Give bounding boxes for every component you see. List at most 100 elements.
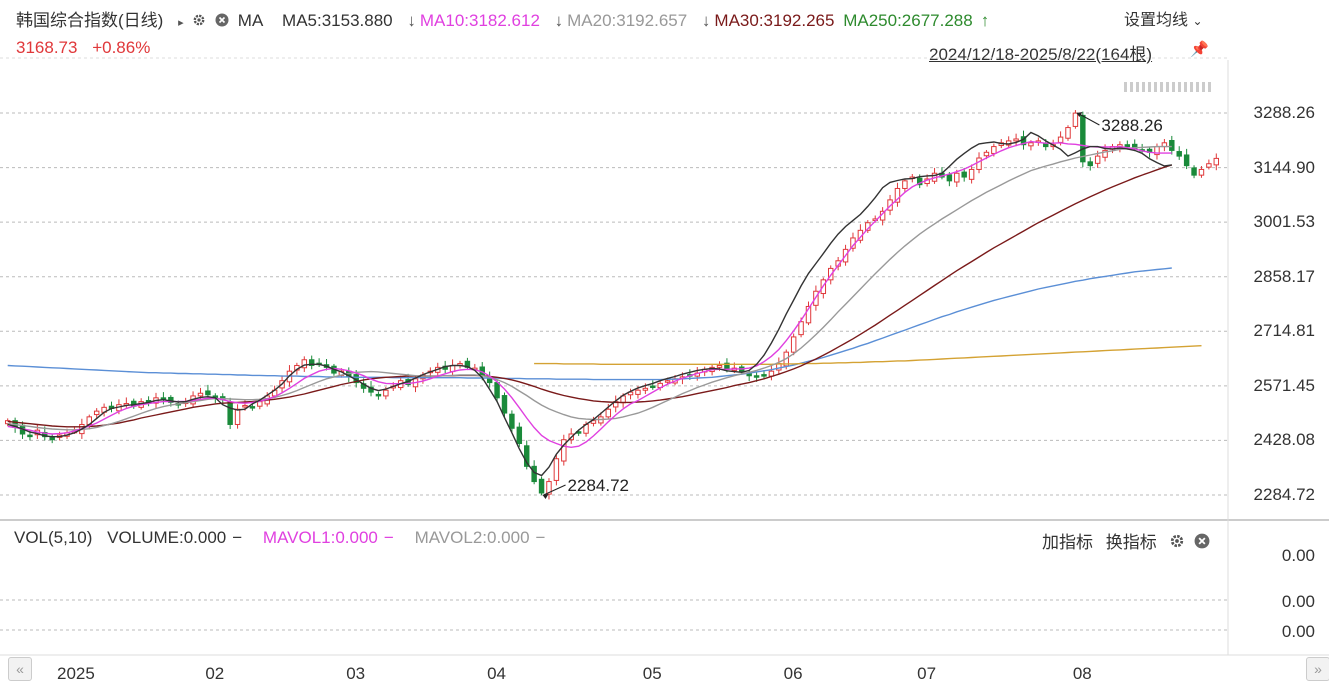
scroll-marker xyxy=(1208,82,1211,92)
annotation-arrow xyxy=(543,484,566,496)
vol-axis-label: 0.00 xyxy=(1281,592,1315,611)
ma20-value: MA20:3192.657 xyxy=(567,11,688,30)
close-icon[interactable] xyxy=(1194,533,1210,549)
candle-body xyxy=(946,174,953,182)
scroll-marker xyxy=(1166,82,1169,92)
candle-body xyxy=(1169,140,1175,151)
candle-body xyxy=(805,305,812,324)
candle-body xyxy=(590,420,597,424)
scroll-marker xyxy=(1172,82,1175,92)
y-tick-label: 3001.53 xyxy=(1253,212,1315,232)
y-tick-label: 2858.17 xyxy=(1253,266,1315,286)
candle-body xyxy=(635,389,641,395)
scroll-marker xyxy=(1124,82,1127,92)
candle-body xyxy=(516,426,523,445)
x-tick-label: 02 xyxy=(205,664,225,683)
x-tick-label: 04 xyxy=(487,664,506,683)
candle-body xyxy=(205,390,211,396)
ma30-value: MA30:3192.265 xyxy=(714,11,835,30)
gear-icon[interactable] xyxy=(1169,533,1185,549)
candle-body xyxy=(790,336,797,353)
last-price: 3168.73 xyxy=(16,38,78,57)
candle-body xyxy=(1057,136,1064,143)
mavol2-value: MAVOL2:0.000 xyxy=(414,528,530,547)
change-percent: +0.86% xyxy=(92,38,151,57)
chevron-down-icon: ⌄ xyxy=(1192,14,1203,28)
candle-body xyxy=(553,458,560,481)
y-tick-label: 2284.72 xyxy=(1253,485,1315,504)
ma20-line xyxy=(7,145,1172,431)
candle-body xyxy=(301,359,308,369)
candle-body xyxy=(983,151,990,157)
candle-body xyxy=(383,389,389,397)
scroll-right-button[interactable]: » xyxy=(1306,657,1329,681)
vol-axis-label: 0.00 xyxy=(1281,622,1315,641)
candle-body xyxy=(1013,138,1019,142)
date-range-link[interactable]: 2024/12/18-2025/8/22(164根) xyxy=(929,45,1153,64)
candle-body xyxy=(494,382,500,399)
candle-body xyxy=(1198,168,1205,176)
ma-blue-line xyxy=(7,267,1172,381)
scroll-marker xyxy=(1196,82,1199,92)
candle-body xyxy=(375,393,382,397)
volume-toolbar: 加指标 换指标 xyxy=(1042,528,1214,553)
candle-body xyxy=(1094,155,1101,164)
close-icon[interactable] xyxy=(215,13,229,27)
candle-body xyxy=(1213,157,1220,166)
ma10-line xyxy=(7,140,1172,449)
candle-body xyxy=(1176,151,1182,157)
annotation-label: 3288.26 xyxy=(1101,116,1162,135)
scroll-marker xyxy=(1184,82,1187,92)
candle-body xyxy=(1102,149,1108,158)
candle-body xyxy=(1191,167,1197,176)
candle-body xyxy=(1028,142,1034,147)
candle-body xyxy=(916,177,923,186)
scroll-marker xyxy=(1202,82,1205,92)
candle-body xyxy=(1072,112,1079,127)
scroll-left-button[interactable]: « xyxy=(8,657,32,681)
candle-body xyxy=(976,157,982,170)
candle-body xyxy=(197,392,204,397)
candle-body xyxy=(1087,161,1093,167)
pin-icon[interactable]: 📌 xyxy=(1190,41,1209,58)
candle-body xyxy=(605,408,612,418)
candle-body xyxy=(561,439,567,462)
ma250-up-arrow: ↑ xyxy=(980,11,990,30)
ma10-value: MA10:3182.612 xyxy=(419,11,540,30)
scroll-marker xyxy=(1154,82,1157,92)
volume-dash: − xyxy=(232,528,243,547)
ma10-down-arrow: ↓ xyxy=(407,11,416,30)
indicator-header: 韩国综合指数(日线) ▸ MA MA5:3153.880 ↓ MA10:3182.… xyxy=(16,6,993,31)
vol-axis-label: 0.00 xyxy=(1281,546,1315,565)
gear-icon[interactable] xyxy=(192,13,206,27)
candle-body xyxy=(234,408,241,425)
candle-body xyxy=(894,187,901,203)
expand-icon[interactable]: ▸ xyxy=(178,17,184,29)
x-tick-label: 06 xyxy=(783,664,803,683)
switch-indicator-button[interactable]: 换指标 xyxy=(1105,533,1157,552)
ma30-line xyxy=(7,164,1173,428)
candle-body xyxy=(650,385,656,389)
candle-body xyxy=(538,478,545,494)
candle-body xyxy=(968,168,975,180)
scroll-marker xyxy=(1178,82,1181,92)
volume-value: VOLUME:0.000 xyxy=(107,528,227,547)
candle-body xyxy=(242,404,248,408)
vol-label: VOL(5,10) xyxy=(14,528,93,547)
y-tick-label: 2428.08 xyxy=(1253,430,1315,450)
candle-body xyxy=(1065,127,1071,139)
add-indicator-button[interactable]: 加指标 xyxy=(1042,533,1093,552)
volume-header: VOL(5,10) VOLUME:0.000− MAVOL1:0.000− MA… xyxy=(14,528,561,548)
candle-body xyxy=(27,434,33,438)
y-tick-label: 3144.90 xyxy=(1253,157,1315,177)
ma250-value: MA250:2677.288 xyxy=(843,11,973,30)
x-tick-label: 08 xyxy=(1072,664,1092,683)
x-tick-label: 2025 xyxy=(57,664,95,683)
candle-body xyxy=(991,146,997,154)
y-tick-label: 2571.45 xyxy=(1253,375,1315,395)
scroll-marker xyxy=(1190,82,1193,92)
annotation-arrowhead xyxy=(1076,112,1083,117)
set-ma-dropdown[interactable]: 设置均线 ⌄ xyxy=(1124,6,1203,30)
candle-body xyxy=(798,321,804,336)
